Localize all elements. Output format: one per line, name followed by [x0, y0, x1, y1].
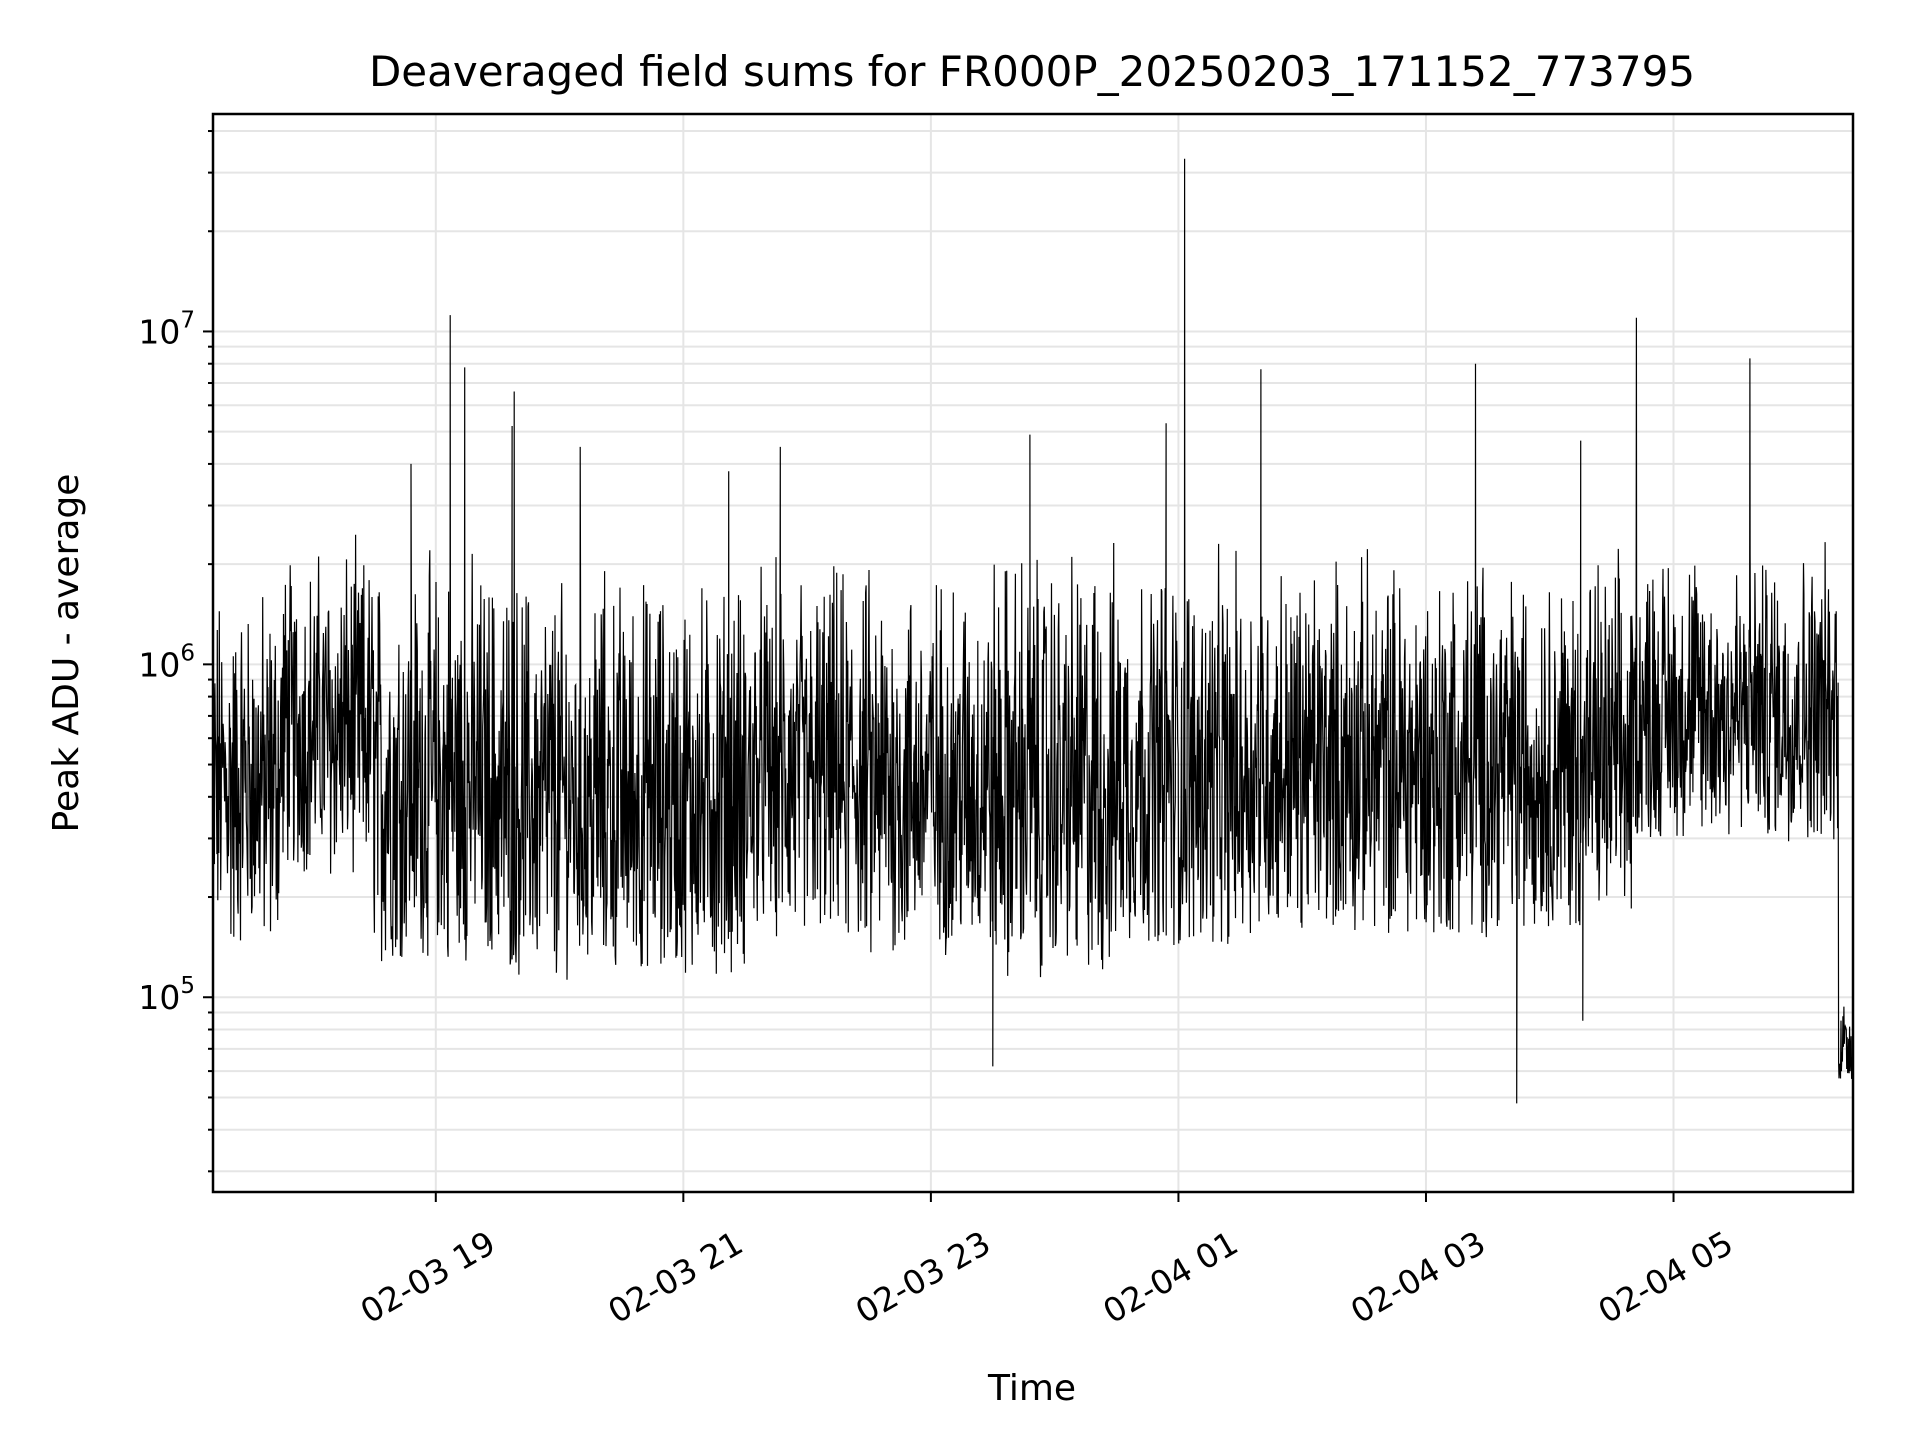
plot-frame [211, 112, 1855, 1194]
y-tick-label: 106 [138, 640, 195, 684]
x-tick-label: 02-03 19 [354, 1223, 502, 1331]
x-tick-label: 02-04 03 [1344, 1223, 1492, 1331]
x-tick-label: 02-03 21 [601, 1223, 749, 1331]
x-axis-label: Time [987, 1368, 1076, 1409]
y-axis-label: Peak ADU - average [46, 474, 87, 833]
x-tick-label: 02-04 01 [1096, 1223, 1244, 1331]
chart-title: Deaveraged field sums for FR000P_2025020… [369, 47, 1695, 96]
series-line [212, 158, 1854, 1104]
x-axis: 02-03 19 02-03 21 02-03 23 02-04 01 02-04 03… [354, 1192, 1740, 1331]
y-axis: 105 106 107 [138, 130, 213, 1173]
x-tick-label: 02-03 23 [849, 1223, 997, 1331]
y-tick-label: 107 [138, 307, 195, 351]
x-tick-label: 02-04 05 [1592, 1223, 1740, 1331]
y-tick-label: 105 [138, 973, 195, 1017]
plot-area [212, 158, 1854, 1104]
